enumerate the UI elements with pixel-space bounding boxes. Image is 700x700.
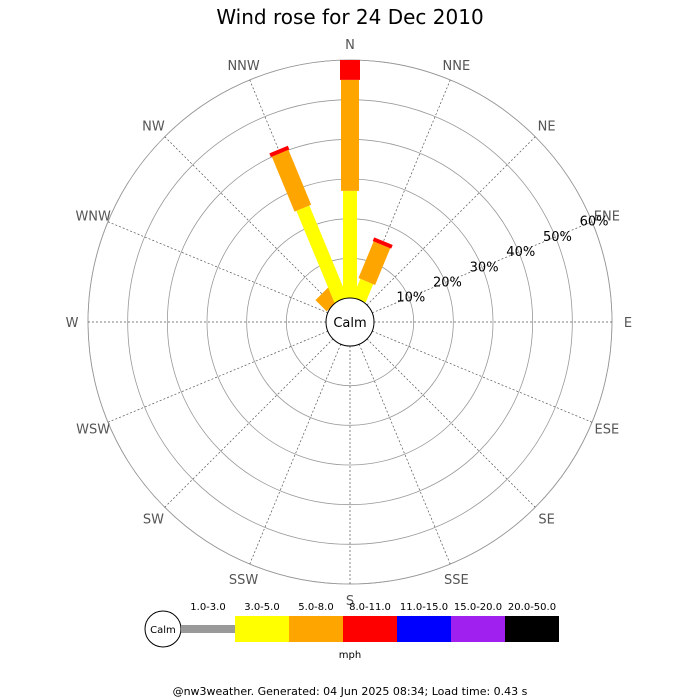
legend-label: 15.0-20.0 — [454, 602, 502, 613]
legend-label: 1.0-3.0 — [190, 602, 225, 613]
direction-label-w: W — [66, 316, 79, 331]
direction-labels: N NNE NE ENE E ESE SE SSE S SSW SW WSW W WNW NW NNW — [66, 38, 633, 609]
bar-nw-5.0-8.0 — [315, 287, 340, 312]
calm-circle — [325, 297, 375, 347]
legend-label: 8.0-11.0 — [349, 602, 391, 613]
legend-swatch — [289, 616, 343, 642]
percent-label: 60% — [580, 215, 609, 230]
percent-label: 30% — [470, 260, 499, 275]
percent-label: 10% — [396, 291, 425, 306]
direction-label-wsw: WSW — [76, 422, 110, 437]
legend-label: 11.0-15.0 — [400, 602, 448, 613]
legend-swatch — [181, 625, 235, 633]
legend-swatch — [343, 616, 397, 642]
bar-nne-8.0-11.0 — [372, 237, 393, 249]
direction-label-sw: SW — [143, 513, 164, 528]
percent-labels: 10% 20% 30% 40% 50% 60% — [396, 215, 608, 306]
speed-legend: Calm 1.0-3.0 3.0-5.0 5.0-8.0 8.0-11.0 11.0-1… — [144, 602, 559, 661]
wind-bars — [269, 60, 393, 312]
direction-label-nw: NW — [142, 119, 165, 134]
legend-swatch — [505, 616, 559, 642]
calm-label: Calm — [333, 316, 366, 331]
direction-label-e: E — [624, 316, 632, 331]
direction-label-n: N — [345, 38, 355, 53]
bar-nne-3.0-5.0 — [352, 278, 374, 303]
bar-nne-5.0-8.0 — [358, 241, 391, 285]
direction-label-wnw: WNW — [75, 210, 111, 225]
direction-label-nnw: NNW — [227, 59, 259, 74]
calm-center: Calm — [325, 297, 375, 347]
percent-label: 40% — [506, 245, 535, 260]
legend-swatch — [451, 616, 505, 642]
legend-unit: mph — [339, 650, 361, 661]
bar-nnw-3.0-5.0 — [296, 205, 348, 303]
footer-text: @nw3weather. Generated: 04 Jun 2025 08:3… — [173, 685, 528, 698]
legend-label: 5.0-8.0 — [298, 602, 333, 613]
bar-nnw-5.0-8.0 — [271, 149, 312, 212]
direction-label-ssw: SSW — [229, 573, 259, 588]
legend-swatch — [397, 616, 451, 642]
legend-swatch — [235, 616, 289, 642]
legend-calm-label: Calm — [150, 625, 176, 636]
direction-label-nne: NNE — [443, 59, 471, 74]
chart-title: Wind rose for 24 Dec 2010 — [216, 5, 483, 29]
direction-label-ne: NE — [538, 119, 556, 134]
bar-nnw-8.0-11.0 — [269, 145, 290, 158]
legend-label: 3.0-5.0 — [244, 602, 279, 613]
direction-label-ene: ENE — [594, 210, 620, 225]
direction-label-se: SE — [538, 513, 554, 528]
direction-label-ese: ESE — [594, 422, 619, 437]
direction-label-sse: SSE — [444, 573, 469, 588]
direction-label-s: S — [346, 594, 354, 609]
legend-label: 20.0-50.0 — [508, 602, 556, 613]
percent-label: 20% — [433, 275, 462, 290]
percent-label: 50% — [543, 230, 572, 245]
